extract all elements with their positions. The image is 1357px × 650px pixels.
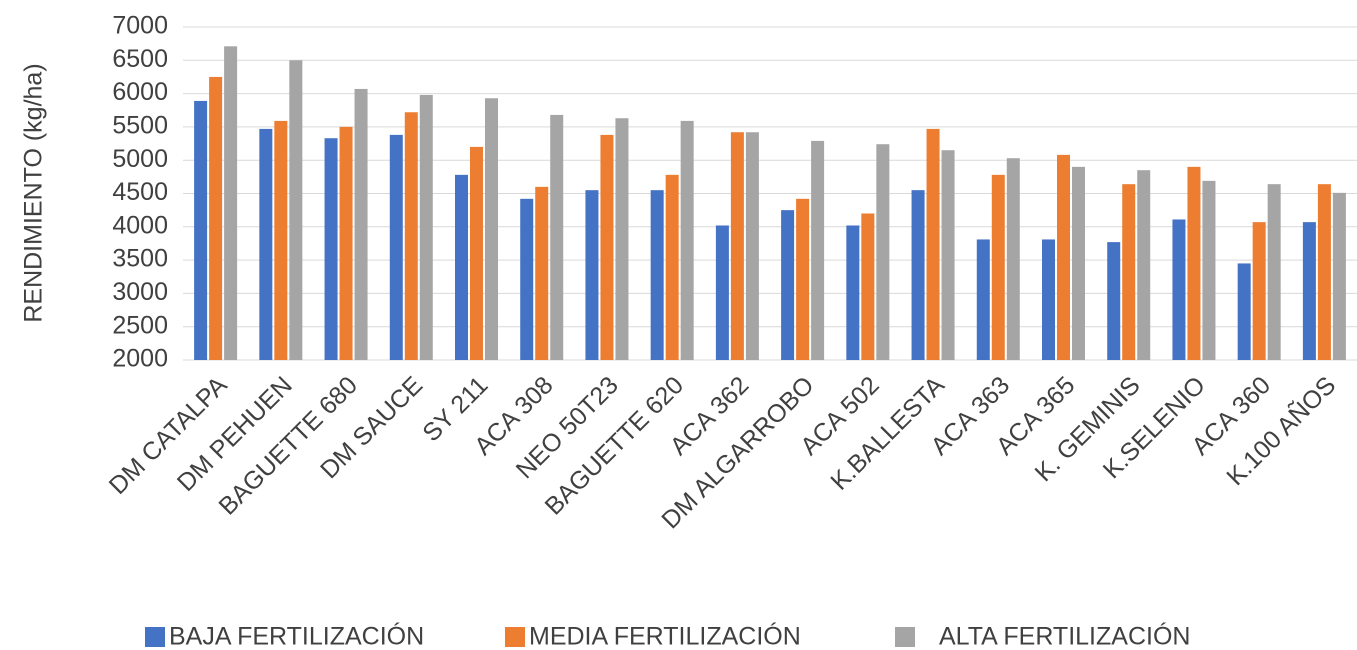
legend-label: BAJA FERTILIZACIÓN — [169, 622, 424, 650]
bar — [339, 126, 353, 361]
bar — [1172, 219, 1186, 360]
bar — [615, 118, 629, 360]
bar — [991, 174, 1005, 360]
bar — [876, 144, 890, 360]
bar — [1187, 166, 1201, 360]
bar — [861, 213, 875, 360]
bar — [389, 134, 403, 360]
bar — [455, 174, 468, 360]
bar — [811, 140, 825, 360]
bar — [535, 186, 549, 360]
bar — [1042, 239, 1055, 360]
bar — [926, 128, 940, 360]
bar — [1107, 242, 1121, 360]
bar — [404, 112, 418, 360]
bar — [354, 88, 368, 361]
bar — [781, 210, 795, 360]
bar — [550, 114, 564, 360]
bar — [665, 174, 679, 360]
bar — [419, 94, 433, 360]
bar — [485, 98, 498, 361]
bar — [796, 198, 810, 360]
bar — [1202, 180, 1216, 360]
legend-swatch — [895, 627, 915, 647]
bar — [289, 60, 303, 361]
bar — [976, 239, 990, 360]
bar — [846, 225, 860, 360]
legend-label: MEDIA FERTILIZACIÓN — [529, 622, 801, 650]
y-tick-label: 6500 — [112, 45, 168, 73]
y-tick-label: 4000 — [112, 211, 168, 239]
bar — [745, 132, 759, 360]
y-tick-label: 2000 — [112, 345, 168, 373]
y-tick-label: 2500 — [112, 311, 168, 339]
bar — [274, 120, 288, 360]
bar — [680, 120, 694, 360]
bar — [1267, 184, 1281, 360]
bar — [224, 46, 238, 361]
bar — [911, 190, 925, 360]
bar — [1237, 263, 1251, 360]
y-tick-label: 7000 — [112, 12, 168, 40]
bar — [1252, 222, 1266, 360]
bar — [730, 132, 744, 360]
bar — [470, 146, 483, 360]
bar — [1332, 192, 1346, 360]
bar — [259, 128, 273, 360]
y-tick-label: 6000 — [112, 78, 168, 106]
bar — [650, 190, 664, 360]
bar — [1057, 154, 1070, 360]
legend-swatch — [145, 627, 165, 647]
bar — [941, 150, 955, 360]
bar — [209, 76, 223, 360]
bar — [1122, 184, 1136, 360]
y-tick-label: 3500 — [112, 245, 168, 273]
bar — [1302, 222, 1316, 360]
y-tick-label: 5500 — [112, 112, 168, 140]
y-tick-label: 5000 — [112, 145, 168, 173]
bar — [520, 198, 534, 360]
bar — [194, 100, 208, 361]
x-tick-label: K.BALLESTA — [825, 371, 950, 496]
bar — [715, 225, 729, 360]
legend-label: ALTA FERTILIZACIÓN — [939, 622, 1190, 650]
y-axis-label: RENDIMIENTO (kg/ha) — [20, 63, 48, 322]
bar — [1006, 158, 1020, 360]
bar — [1137, 170, 1151, 360]
bar — [600, 134, 614, 360]
y-tick-label: 3000 — [112, 278, 168, 306]
bar — [324, 138, 338, 360]
bar — [1072, 166, 1085, 360]
bar — [585, 190, 599, 360]
y-tick-label: 4500 — [112, 178, 168, 206]
bar — [1317, 184, 1331, 360]
legend-swatch — [505, 627, 525, 647]
